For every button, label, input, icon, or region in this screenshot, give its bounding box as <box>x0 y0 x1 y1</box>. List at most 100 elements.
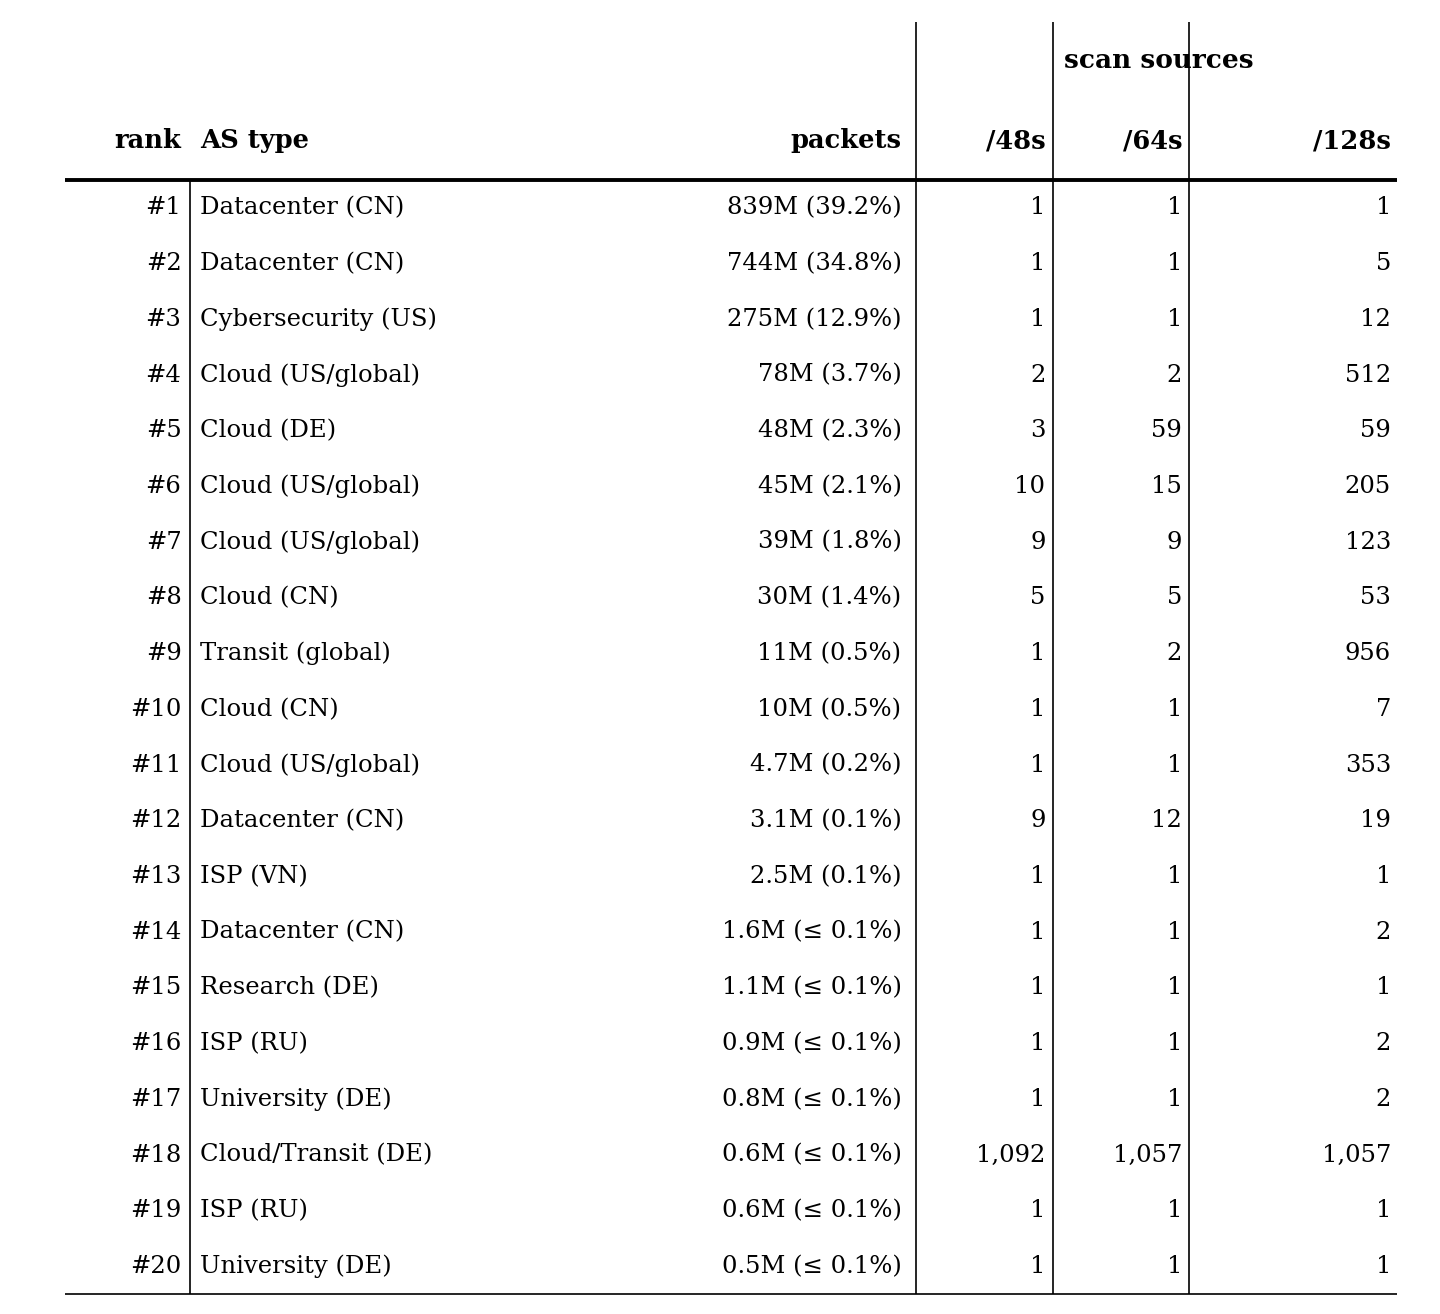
Text: 0.8M (≤ 0.1%): 0.8M (≤ 0.1%) <box>721 1088 901 1110</box>
Text: 1: 1 <box>1166 1088 1182 1110</box>
Text: #13: #13 <box>130 865 181 888</box>
Text: 12: 12 <box>1361 307 1391 331</box>
Text: ISP (VN): ISP (VN) <box>200 865 308 888</box>
Text: 5: 5 <box>1166 586 1182 610</box>
Text: #20: #20 <box>130 1255 181 1279</box>
Text: 59: 59 <box>1361 419 1391 443</box>
Text: #8: #8 <box>145 586 181 610</box>
Text: rank: rank <box>115 127 181 154</box>
Text: Cloud/Transit (DE): Cloud/Transit (DE) <box>200 1143 432 1167</box>
Text: 123: 123 <box>1345 531 1391 553</box>
Text: 353: 353 <box>1345 753 1391 777</box>
Text: 1: 1 <box>1375 196 1391 219</box>
Text: 48M (2.3%): 48M (2.3%) <box>757 419 901 443</box>
Text: 1: 1 <box>1030 976 1045 1000</box>
Text: 5: 5 <box>1375 252 1391 275</box>
Text: 53: 53 <box>1361 586 1391 610</box>
Text: Datacenter (CN): Datacenter (CN) <box>200 252 405 275</box>
Text: 1: 1 <box>1030 1088 1045 1110</box>
Text: 956: 956 <box>1345 643 1391 665</box>
Text: 3: 3 <box>1030 419 1045 443</box>
Text: 1: 1 <box>1166 1255 1182 1279</box>
Text: Transit (global): Transit (global) <box>200 641 390 665</box>
Text: 0.5M (≤ 0.1%): 0.5M (≤ 0.1%) <box>721 1255 901 1279</box>
Text: #7: #7 <box>145 531 181 553</box>
Text: ISP (RU): ISP (RU) <box>200 1031 308 1055</box>
Text: University (DE): University (DE) <box>200 1088 392 1112</box>
Text: 1: 1 <box>1166 921 1182 943</box>
Text: Cloud (CN): Cloud (CN) <box>200 586 338 610</box>
Text: Cloud (US/global): Cloud (US/global) <box>200 363 420 386</box>
Text: Cloud (US/global): Cloud (US/global) <box>200 753 420 777</box>
Text: 1: 1 <box>1030 307 1045 331</box>
Text: 15: 15 <box>1152 474 1182 498</box>
Text: Research (DE): Research (DE) <box>200 976 379 1000</box>
Text: 19: 19 <box>1361 809 1391 832</box>
Text: 10: 10 <box>1014 474 1045 498</box>
Text: Datacenter (CN): Datacenter (CN) <box>200 196 405 219</box>
Text: 1: 1 <box>1030 921 1045 943</box>
Text: Cloud (CN): Cloud (CN) <box>200 698 338 721</box>
Text: #15: #15 <box>130 976 181 1000</box>
Text: scan sources: scan sources <box>1064 47 1254 74</box>
Text: 5: 5 <box>1030 586 1045 610</box>
Text: 2: 2 <box>1030 364 1045 386</box>
Text: 1: 1 <box>1030 252 1045 275</box>
Text: Cloud (US/global): Cloud (US/global) <box>200 531 420 555</box>
Text: 1: 1 <box>1375 1255 1391 1279</box>
Text: 1: 1 <box>1166 1031 1182 1055</box>
Text: #9: #9 <box>145 643 181 665</box>
Text: #18: #18 <box>130 1143 181 1167</box>
Text: 11M (0.5%): 11M (0.5%) <box>757 643 901 665</box>
Text: 1: 1 <box>1166 698 1182 721</box>
Text: 1.6M (≤ 0.1%): 1.6M (≤ 0.1%) <box>721 921 901 943</box>
Text: 1,057: 1,057 <box>1113 1143 1182 1167</box>
Text: 1: 1 <box>1030 1031 1045 1055</box>
Text: 512: 512 <box>1345 364 1391 386</box>
Text: 1: 1 <box>1375 865 1391 888</box>
Text: 9: 9 <box>1030 809 1045 832</box>
Text: 2: 2 <box>1166 643 1182 665</box>
Text: Cloud (DE): Cloud (DE) <box>200 419 337 443</box>
Text: 39M (1.8%): 39M (1.8%) <box>757 531 901 553</box>
Text: 45M (2.1%): 45M (2.1%) <box>757 474 901 498</box>
Text: 1.1M (≤ 0.1%): 1.1M (≤ 0.1%) <box>721 976 901 1000</box>
Text: 78M (3.7%): 78M (3.7%) <box>757 364 901 386</box>
Text: 2: 2 <box>1375 921 1391 943</box>
Text: 1: 1 <box>1030 1255 1045 1279</box>
Text: #4: #4 <box>145 364 181 386</box>
Text: AS type: AS type <box>200 127 310 154</box>
Text: 1: 1 <box>1375 976 1391 1000</box>
Text: #17: #17 <box>130 1088 181 1110</box>
Text: 275M (12.9%): 275M (12.9%) <box>727 307 901 331</box>
Text: 30M (1.4%): 30M (1.4%) <box>757 586 901 610</box>
Text: 2: 2 <box>1166 364 1182 386</box>
Text: 1,092: 1,092 <box>976 1143 1045 1167</box>
Text: 1: 1 <box>1166 196 1182 219</box>
Text: Datacenter (CN): Datacenter (CN) <box>200 921 405 943</box>
Text: #10: #10 <box>130 698 181 721</box>
Text: 0.9M (≤ 0.1%): 0.9M (≤ 0.1%) <box>721 1031 901 1055</box>
Text: 1: 1 <box>1030 698 1045 721</box>
Text: 4.7M (0.2%): 4.7M (0.2%) <box>750 753 901 777</box>
Text: 205: 205 <box>1345 474 1391 498</box>
Text: #19: #19 <box>130 1200 181 1222</box>
Text: University (DE): University (DE) <box>200 1255 392 1279</box>
Text: #2: #2 <box>145 252 181 275</box>
Text: 1,057: 1,057 <box>1322 1143 1391 1167</box>
Text: 1: 1 <box>1030 753 1045 777</box>
Text: 744M (34.8%): 744M (34.8%) <box>727 252 901 275</box>
Text: 1: 1 <box>1030 865 1045 888</box>
Text: 1: 1 <box>1030 196 1045 219</box>
Text: Datacenter (CN): Datacenter (CN) <box>200 809 405 832</box>
Text: 10M (0.5%): 10M (0.5%) <box>757 698 901 721</box>
Text: 7: 7 <box>1375 698 1391 721</box>
Text: 9: 9 <box>1030 531 1045 553</box>
Text: Cybersecurity (US): Cybersecurity (US) <box>200 307 436 331</box>
Text: ISP (RU): ISP (RU) <box>200 1200 308 1222</box>
Text: packets: packets <box>791 127 901 154</box>
Text: 12: 12 <box>1152 809 1182 832</box>
Text: 1: 1 <box>1375 1200 1391 1222</box>
Text: 1: 1 <box>1166 865 1182 888</box>
Text: /128s: /128s <box>1313 127 1391 154</box>
